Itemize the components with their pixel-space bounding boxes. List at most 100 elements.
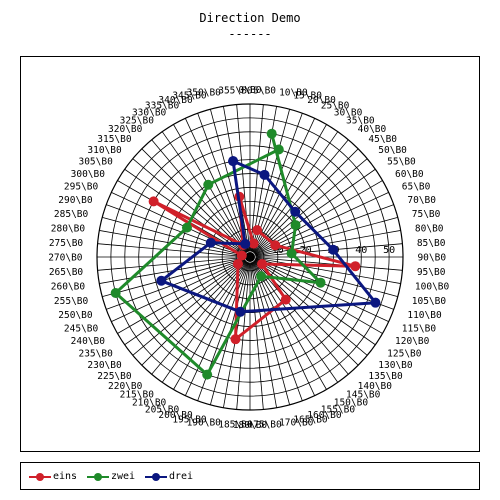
angle-label: 310\B0 xyxy=(87,145,122,156)
legend-swatch-drei xyxy=(145,473,167,481)
series-point-zwei xyxy=(203,179,214,190)
legend-swatch-zwei xyxy=(87,473,109,481)
angle-label: 45\B0 xyxy=(368,134,397,145)
radial-spoke xyxy=(151,261,247,375)
series-point-eins xyxy=(232,258,243,269)
angle-label: 150\B0 xyxy=(334,398,369,409)
angle-label: 350\B0 xyxy=(187,88,222,99)
angle-label: 65\B0 xyxy=(402,182,431,193)
series-point-zwei xyxy=(202,369,213,380)
series-line-zwei xyxy=(114,133,323,377)
series-point-eins xyxy=(257,258,268,269)
series-point-drei xyxy=(290,206,301,217)
series-point-drei xyxy=(259,169,270,180)
angle-label: 355\B0 xyxy=(218,86,253,97)
angle-label: 225\B0 xyxy=(97,371,132,382)
radial-spoke xyxy=(161,261,248,383)
radial-spoke xyxy=(117,259,246,334)
angle-label: 235\B0 xyxy=(78,349,113,360)
radial-spoke xyxy=(251,261,316,396)
series-point-eins xyxy=(148,196,159,207)
angle-label: 105\B0 xyxy=(412,296,447,307)
radial-spoke xyxy=(253,139,349,253)
angle-label: 335\B0 xyxy=(145,101,180,112)
radial-spoke xyxy=(255,217,398,256)
angle-label: 185\B0 xyxy=(218,419,253,430)
series-point-zwei xyxy=(315,277,326,288)
angle-label: 295\B0 xyxy=(64,182,99,193)
angle-label: 55\B0 xyxy=(387,156,416,167)
angle-label: 60\B0 xyxy=(395,169,424,180)
radial-spoke xyxy=(252,261,327,390)
angle-label: 130\B0 xyxy=(378,360,413,371)
angle-label: 50\B0 xyxy=(378,145,407,156)
angle-label: 330\B0 xyxy=(132,107,167,118)
angle-label: 30\B0 xyxy=(334,107,363,118)
angle-label: 245\B0 xyxy=(64,323,99,334)
radial-spoke xyxy=(102,258,245,297)
series-point-eins xyxy=(230,334,241,345)
series-point-drei xyxy=(235,306,246,317)
radial-spoke xyxy=(255,257,401,284)
angle-label: 290\B0 xyxy=(58,195,93,206)
angle-label: 5\B0 xyxy=(253,86,276,97)
radial-spoke xyxy=(254,259,383,334)
radial-spoke xyxy=(236,262,250,410)
series-point-eins xyxy=(248,238,259,249)
series-point-drei xyxy=(328,244,339,255)
plot-area-frame xyxy=(20,56,480,452)
angle-label: 265\B0 xyxy=(49,267,84,278)
radial-spoke xyxy=(97,243,245,257)
angle-label: 75\B0 xyxy=(412,209,441,220)
grid-ring xyxy=(138,145,362,369)
angle-label: 115\B0 xyxy=(402,323,437,334)
series-point-eins xyxy=(236,250,247,261)
angle-label: 175\B0 xyxy=(247,419,282,430)
series-point-eins xyxy=(270,240,281,251)
radial-tick-label: 20 xyxy=(300,245,312,256)
series-point-drei xyxy=(240,238,251,249)
grid-ring xyxy=(124,131,376,383)
radial-spoke xyxy=(254,259,376,346)
series-point-zwei xyxy=(273,144,284,155)
radial-spoke xyxy=(254,258,389,323)
angle-label: 10\B0 xyxy=(279,88,308,99)
series-point-eins xyxy=(252,225,263,236)
radial-spoke xyxy=(132,260,246,356)
angle-label: 200\B0 xyxy=(158,410,193,421)
angle-label: 160\B0 xyxy=(307,410,342,421)
angle-label: 240\B0 xyxy=(71,336,106,347)
angle-label: 250\B0 xyxy=(58,310,93,321)
radial-spoke xyxy=(250,262,264,410)
radial-spoke xyxy=(141,148,247,254)
center-hub xyxy=(245,252,255,262)
radial-spoke xyxy=(141,260,247,366)
radial-spoke xyxy=(102,217,245,256)
grid-ring xyxy=(166,173,334,341)
angle-label: 35\B0 xyxy=(346,115,375,126)
angle-label: 125\B0 xyxy=(387,349,422,360)
radial-spoke xyxy=(251,262,290,405)
angle-label: 220\B0 xyxy=(108,381,143,392)
radial-spoke xyxy=(252,124,327,253)
angle-label: 305\B0 xyxy=(78,156,113,167)
angle-label: 320\B0 xyxy=(108,124,143,135)
series-point-drei xyxy=(228,156,239,167)
radial-spoke xyxy=(251,118,316,253)
angle-label: 100\B0 xyxy=(415,282,450,293)
legend-label-eins: eins xyxy=(53,471,78,482)
radial-tick-label: 50 xyxy=(383,245,395,256)
series-point-eins xyxy=(280,294,291,305)
angle-label: 70\B0 xyxy=(407,195,436,206)
legend: eins zwei drei xyxy=(20,462,480,490)
radial-spoke xyxy=(151,139,247,253)
angle-label: 315\B0 xyxy=(97,134,132,145)
angle-label: 260\B0 xyxy=(51,282,86,293)
angle-label: 95\B0 xyxy=(417,267,446,278)
angle-label: 135\B0 xyxy=(368,371,403,382)
grid-ring xyxy=(152,159,348,355)
angle-label: 285\B0 xyxy=(54,209,89,220)
angle-label: 275\B0 xyxy=(49,238,84,249)
radial-spoke xyxy=(124,259,246,346)
